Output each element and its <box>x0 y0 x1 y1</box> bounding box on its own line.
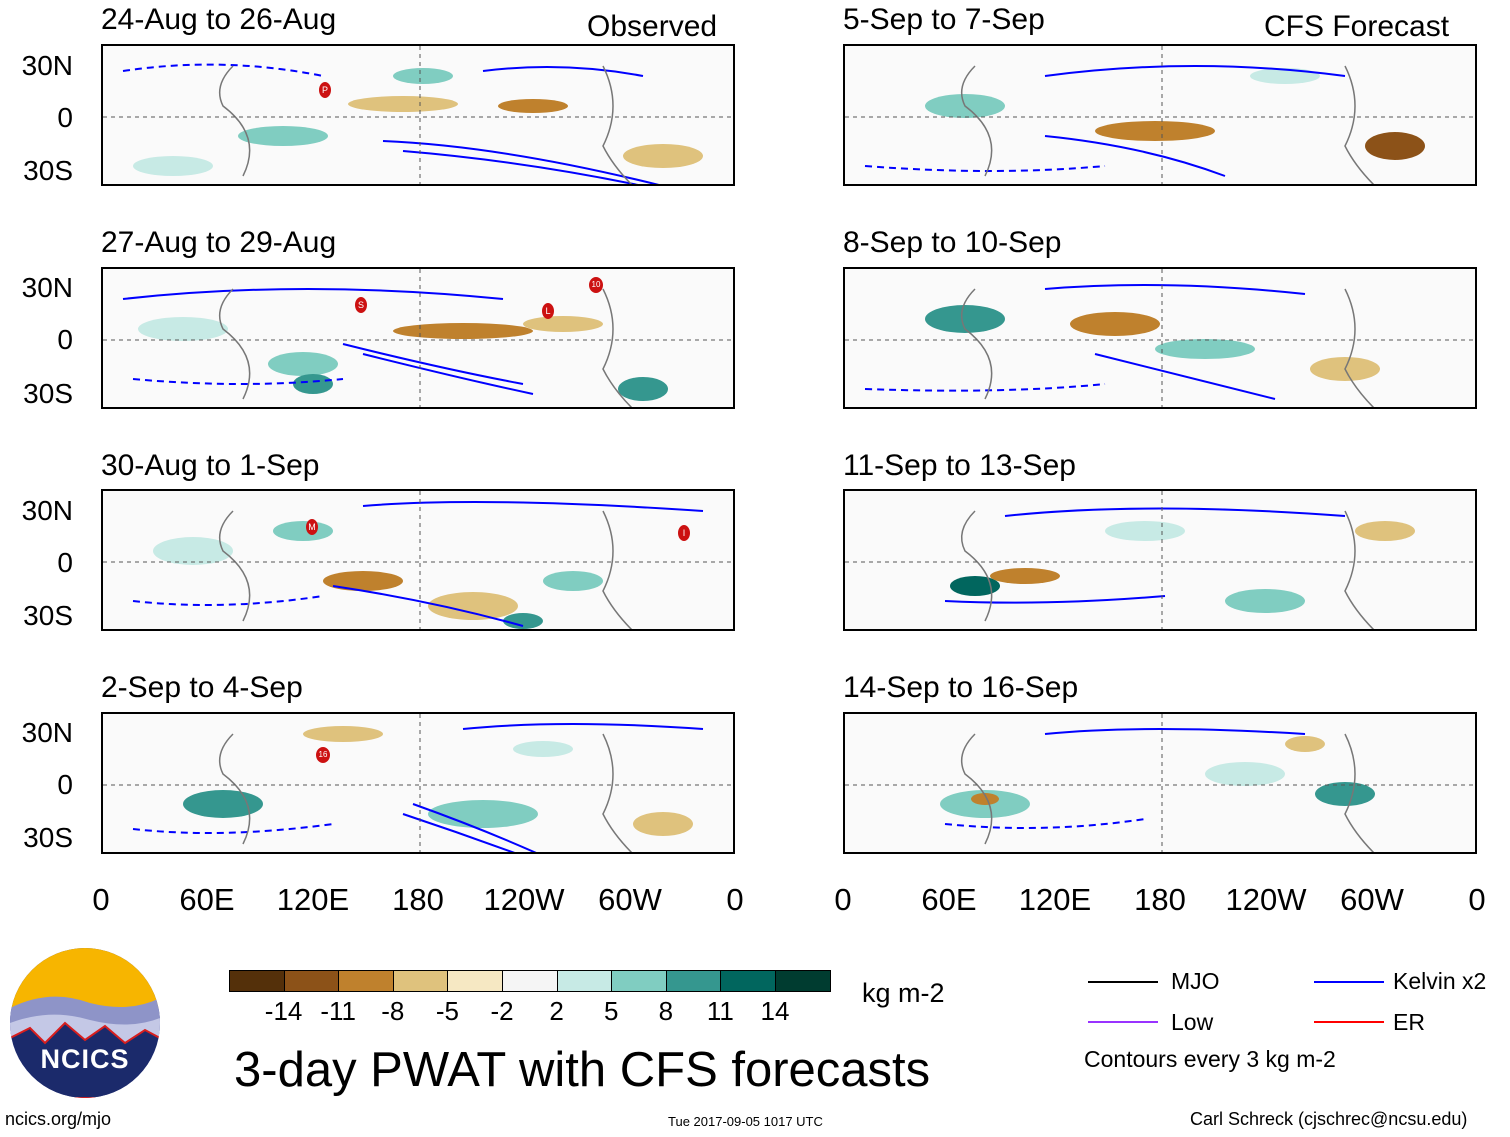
colorbar-cell <box>665 970 722 992</box>
lon-label: 60W <box>1340 882 1404 917</box>
colorbar-tick-label: -5 <box>435 996 459 1026</box>
footer-author: Carl Schreck (cjschrec@ncsu.edu) <box>1190 1109 1468 1129</box>
pwat-anomaly-map <box>845 714 1475 852</box>
storm-marker: P <box>319 82 331 98</box>
lat-label-30n: 30N <box>21 495 73 526</box>
map-panel-observed-1: P <box>101 44 735 186</box>
lon-label: 120E <box>1018 882 1092 917</box>
pwat-anomaly-map <box>845 491 1475 629</box>
colorbar-cell <box>283 970 340 992</box>
legend-note: Contours every 3 kg m-2 <box>1084 1046 1336 1072</box>
colorbar-cell <box>447 970 503 992</box>
colorbar-tick-label: -8 <box>381 996 405 1026</box>
lon-label: 120W <box>483 882 565 917</box>
main-title: 3-day PWAT with CFS forecasts <box>234 1043 931 1097</box>
legend-label: Kelvin x2 <box>1393 968 1487 994</box>
lat-label-0: 0 <box>57 324 73 355</box>
pwat-anomaly-map <box>103 491 733 629</box>
ncics-logo: NCICS <box>10 948 160 1098</box>
lat-label-30s: 30S <box>23 378 73 409</box>
legend-label: ER <box>1393 1009 1425 1035</box>
lon-label: 0 <box>92 882 110 917</box>
lon-label: 0 <box>1468 882 1486 917</box>
lat-label-30n: 30N <box>21 50 73 81</box>
colorbar-cell <box>775 970 831 992</box>
panel-title: 14-Sep to 16-Sep <box>843 671 1079 704</box>
colorbar-tick-label: 14 <box>760 996 790 1026</box>
storm-marker: I <box>678 525 690 541</box>
panel-title: 2-Sep to 4-Sep <box>101 671 303 704</box>
pwat-anomaly-map <box>845 46 1475 184</box>
lat-label-30n: 30N <box>21 272 73 303</box>
map-panel-observed-3: M I <box>101 489 735 631</box>
colorbar-cell <box>338 970 394 992</box>
panel-title: 24-Aug to 26-Aug <box>101 3 337 36</box>
lat-label-30s: 30S <box>23 600 73 631</box>
lon-label: 0 <box>834 882 852 917</box>
colorbar-tick-label: 5 <box>603 996 619 1026</box>
colorbar-tick-label: 8 <box>658 996 674 1026</box>
lon-label: 180 <box>392 882 444 917</box>
lon-label: 60W <box>598 882 662 917</box>
forecast-label: CFS Forecast <box>1264 10 1450 43</box>
lon-label: 120E <box>276 882 350 917</box>
lat-label-30s: 30S <box>23 822 73 853</box>
colorbar-unit: kg m-2 <box>862 978 945 1008</box>
map-panel-forecast-1 <box>843 44 1477 186</box>
lon-label: 180 <box>1134 882 1186 917</box>
legend-label: MJO <box>1171 968 1220 994</box>
lat-label-30s: 30S <box>23 155 73 186</box>
colorbar-tick-label: 11 <box>706 996 734 1026</box>
footer-timestamp: Tue 2017-09-05 1017 UTC <box>668 1114 823 1129</box>
lat-label-0: 0 <box>57 547 73 578</box>
panel-title: 27-Aug to 29-Aug <box>101 226 337 259</box>
legend-line-er <box>1314 1021 1384 1023</box>
colorbar-cell <box>720 970 776 992</box>
observed-label: Observed <box>587 10 718 43</box>
panel-title: 11-Sep to 13-Sep <box>843 449 1076 482</box>
colorbar-tick-label: -11 <box>320 996 357 1026</box>
storm-marker: 16 <box>316 747 330 763</box>
storm-marker: L <box>542 303 554 319</box>
storm-marker: M <box>306 519 318 535</box>
map-panel-forecast-3 <box>843 489 1477 631</box>
legend-label: Low <box>1171 1009 1214 1035</box>
pwat-anomaly-map <box>103 269 733 407</box>
panel-title: 5-Sep to 7-Sep <box>843 3 1045 36</box>
lon-label: 120W <box>1225 882 1307 917</box>
legend-line-kelvin <box>1314 981 1384 983</box>
logo-text: NCICS <box>40 1044 130 1074</box>
lat-label-30n: 30N <box>21 717 73 748</box>
lat-label-0: 0 <box>57 102 73 133</box>
panel-title: 30-Aug to 1-Sep <box>101 449 320 482</box>
map-panel-forecast-2 <box>843 267 1477 409</box>
storm-marker: 10 <box>589 277 603 293</box>
colorbar-cell <box>556 970 613 992</box>
lon-label: 0 <box>726 882 744 917</box>
pwat-anomaly-map <box>103 714 733 852</box>
pwat-anomaly-map <box>845 269 1475 407</box>
colorbar-cell <box>611 970 667 992</box>
map-panel-observed-2: S L 10 <box>101 267 735 409</box>
footer-url[interactable]: ncics.org/mjo <box>5 1109 112 1129</box>
pwat-anomaly-map <box>103 46 733 184</box>
lon-label: 60E <box>179 882 235 917</box>
logo-icon <box>10 948 160 1098</box>
map-panel-forecast-4 <box>843 712 1477 854</box>
map-panel-observed-4: 16 <box>101 712 735 854</box>
panel-title: 8-Sep to 10-Sep <box>843 226 1062 259</box>
colorbar-cell <box>392 970 449 992</box>
lon-label: 60E <box>921 882 977 917</box>
lat-label-0: 0 <box>57 769 73 800</box>
colorbar-tick-label: -2 <box>490 996 514 1026</box>
legend-line-low <box>1088 1021 1158 1023</box>
colorbar-cell <box>502 970 558 992</box>
legend-line-mjo <box>1088 981 1158 983</box>
colorbar-tick-label: -14 <box>264 996 303 1026</box>
colorbar-tick-label: 2 <box>549 996 564 1026</box>
storm-marker: S <box>355 297 367 313</box>
colorbar-cell <box>229 970 285 992</box>
